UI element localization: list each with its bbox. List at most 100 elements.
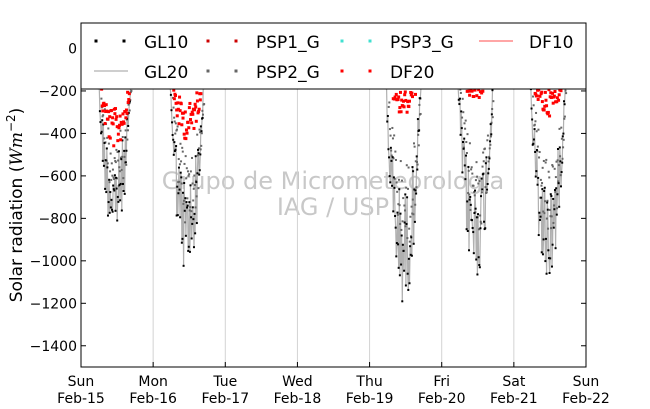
y-axis-label: Solar radiation (Wm−2) <box>4 108 27 303</box>
x-tick-label-date: Feb-16 <box>129 391 177 407</box>
data-point-DF20 <box>194 119 198 123</box>
legend-marker-PSP2_G <box>234 69 238 73</box>
data-point-PSP2_G <box>464 119 467 122</box>
data-point-GL10 <box>562 100 565 103</box>
data-point-GL10 <box>110 198 113 201</box>
data-point-DF20 <box>107 110 111 114</box>
data-point-GL10 <box>550 265 553 268</box>
data-point-PSP2_G <box>201 109 204 112</box>
x-tick-label-day: Sun <box>68 374 95 390</box>
data-point-GL10 <box>547 249 550 252</box>
data-point-GL10 <box>473 212 476 215</box>
data-point-PSP2_G <box>181 146 184 149</box>
data-point-DF20 <box>177 122 181 126</box>
data-point-PSP2_G <box>539 178 542 181</box>
data-point-DF20 <box>194 105 198 109</box>
plot-area <box>97 87 568 303</box>
data-point-PSP2_G <box>488 155 491 158</box>
data-point-PSP2_G <box>410 205 413 208</box>
legend-label-GL10: GL10 <box>144 33 188 53</box>
data-point-GL10 <box>486 183 489 186</box>
data-point-PSP2_G <box>126 138 129 141</box>
data-point-PSP2_G <box>120 168 123 171</box>
data-point-DF20 <box>190 121 194 125</box>
data-point-DF20 <box>186 120 190 124</box>
data-point-PSP2_G <box>489 135 492 138</box>
data-point-PSP2_G <box>477 228 480 231</box>
data-point-GL10 <box>120 158 123 161</box>
data-point-PSP2_G <box>187 174 190 177</box>
data-point-GL10 <box>558 146 561 149</box>
data-point-GL10 <box>547 257 550 260</box>
data-point-GL10 <box>402 249 405 252</box>
data-point-GL10 <box>549 193 552 196</box>
data-point-PSP2_G <box>390 149 393 152</box>
data-point-GL10 <box>463 164 466 167</box>
data-point-GL10 <box>112 188 115 191</box>
data-point-GL10 <box>475 258 478 261</box>
y-tick-label: −1000 <box>30 254 77 270</box>
data-point-GL10 <box>556 193 559 196</box>
data-point-PSP2_G <box>465 152 468 155</box>
data-point-GL10 <box>416 118 419 121</box>
data-point-DF20 <box>559 89 563 93</box>
data-point-GL10 <box>184 197 187 200</box>
data-point-DF20 <box>103 104 107 108</box>
data-point-GL10 <box>180 241 183 244</box>
data-point-PSP2_G <box>109 152 112 155</box>
data-point-DF20 <box>111 122 115 126</box>
data-point-DF20 <box>540 90 544 94</box>
data-point-GL10 <box>545 272 548 275</box>
data-point-DF20 <box>106 117 110 121</box>
data-point-PSP2_G <box>538 156 541 159</box>
data-point-GL10 <box>121 139 124 142</box>
data-point-GL10 <box>478 264 481 267</box>
data-point-PSP2_G <box>190 210 193 213</box>
data-point-GL10 <box>557 182 560 185</box>
data-point-PSP2_G <box>405 164 408 167</box>
data-point-PSP2_G <box>172 106 175 109</box>
data-point-PSP2_G <box>540 184 543 187</box>
data-point-PSP2_G <box>195 195 198 198</box>
data-point-DF20 <box>181 116 185 120</box>
data-point-PSP2_G <box>404 225 407 228</box>
data-point-PSP2_G <box>101 115 104 118</box>
data-point-PSP2_G <box>417 144 420 147</box>
data-point-GL10 <box>552 226 555 229</box>
data-point-DF20 <box>184 128 188 132</box>
data-point-PSP2_G <box>409 235 412 238</box>
data-point-PSP2_G <box>199 131 202 134</box>
data-point-GL10 <box>201 116 204 119</box>
data-point-DF20 <box>475 94 479 98</box>
data-point-PSP2_G <box>185 167 188 170</box>
series-line-GL20 <box>385 88 422 302</box>
data-point-PSP2_G <box>415 186 418 189</box>
data-point-GL10 <box>469 203 472 206</box>
data-point-GL10 <box>392 176 395 179</box>
data-point-PSP2_G <box>485 191 488 194</box>
data-point-DF20 <box>550 95 554 99</box>
data-point-GL10 <box>474 207 477 210</box>
data-point-GL10 <box>552 197 555 200</box>
y-tick-label: −800 <box>39 211 77 227</box>
data-point-GL10 <box>176 185 179 188</box>
data-point-GL10 <box>488 157 491 160</box>
data-point-PSP2_G <box>491 116 494 119</box>
data-point-PSP2_G <box>189 170 192 173</box>
data-point-GL10 <box>481 188 484 191</box>
data-point-GL10 <box>398 274 401 277</box>
data-point-PSP2_G <box>488 147 491 150</box>
data-point-GL10 <box>561 135 564 138</box>
data-point-PSP2_G <box>192 187 195 190</box>
data-point-GL10 <box>483 220 486 223</box>
data-point-DF20 <box>197 107 201 111</box>
data-point-PSP2_G <box>192 199 195 202</box>
data-point-PSP2_G <box>112 176 115 179</box>
data-point-PSP2_G <box>191 156 194 159</box>
data-point-DF20 <box>178 109 182 113</box>
data-point-PSP2_G <box>541 182 544 185</box>
data-point-GL10 <box>398 188 401 191</box>
data-point-PSP2_G <box>418 103 421 106</box>
data-point-DF20 <box>473 88 477 92</box>
data-point-GL10 <box>531 118 534 121</box>
